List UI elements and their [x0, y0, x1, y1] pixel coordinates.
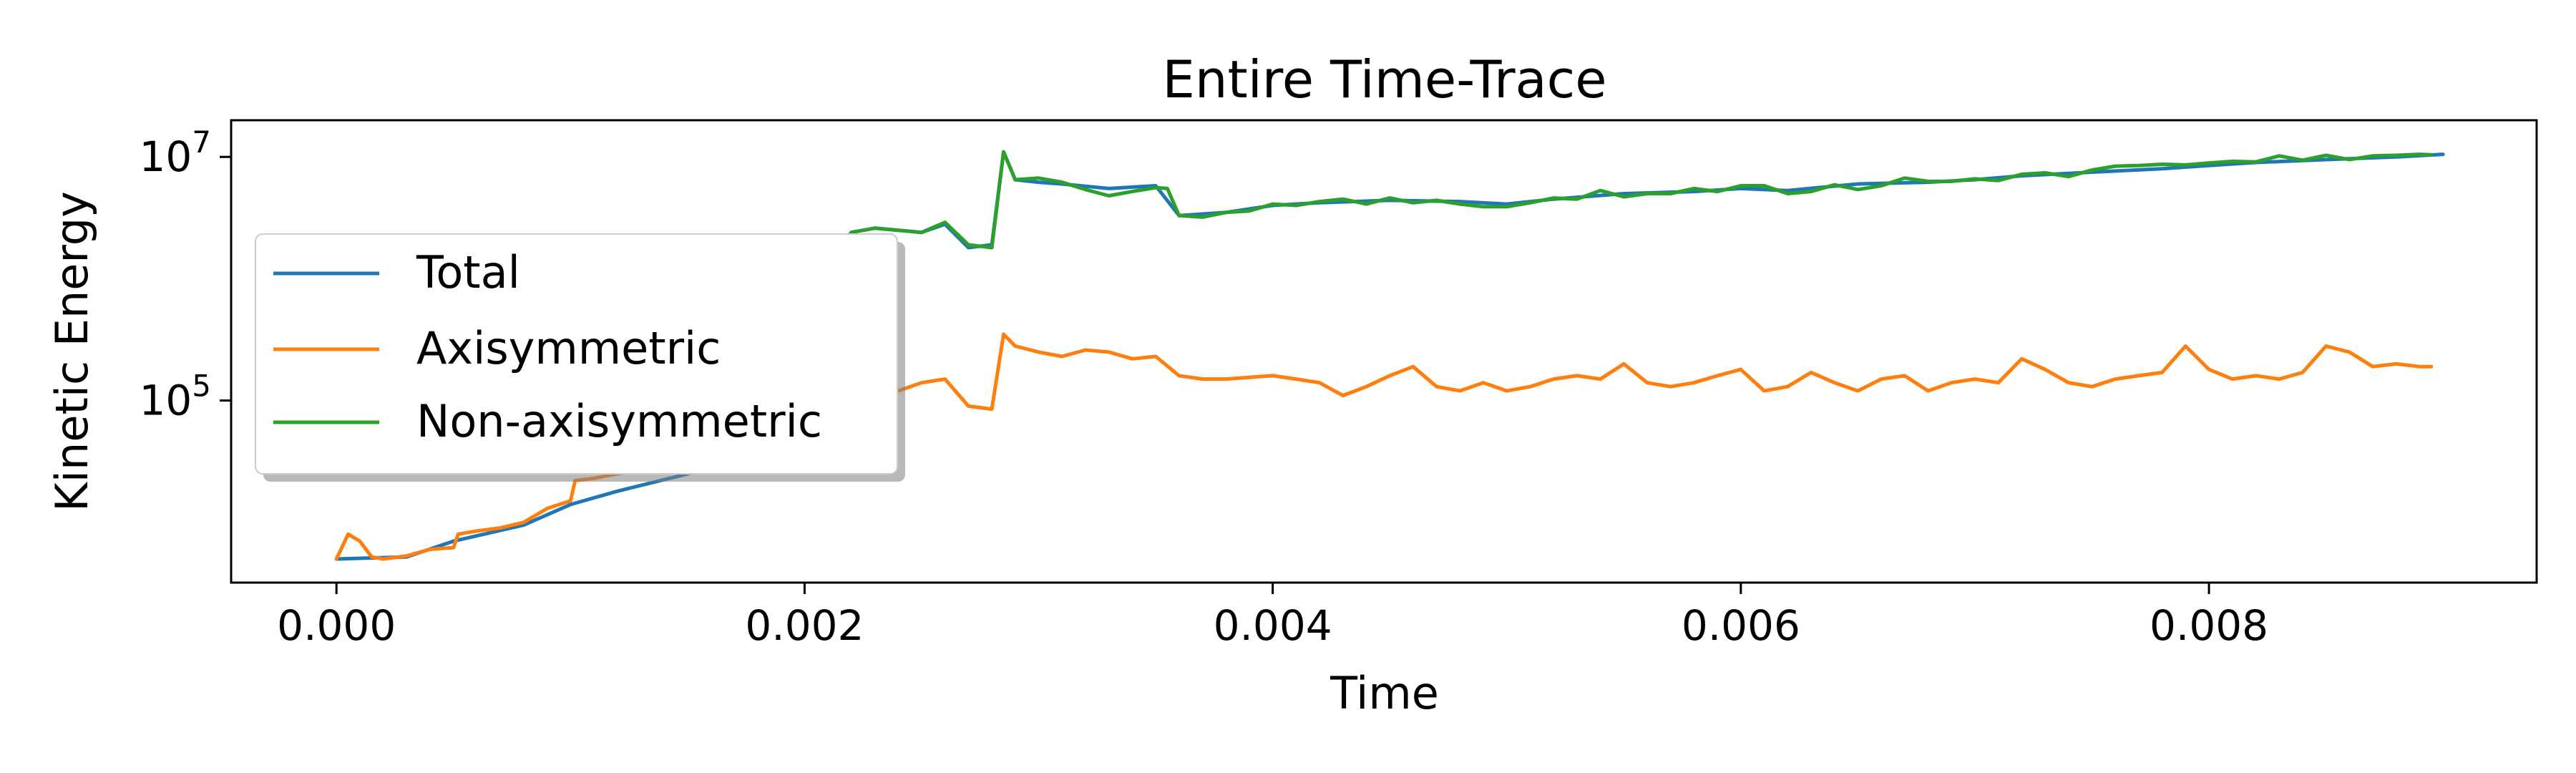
x-tick-label: 0.004 — [1214, 601, 1332, 650]
chart-title: Entire Time-Trace — [1162, 49, 1606, 110]
y-axis: 105 107 — [139, 125, 231, 425]
y-tick-label: 107 — [139, 125, 211, 181]
x-tick-label: 0.002 — [745, 601, 864, 650]
plot-frame — [230, 119, 2538, 584]
x-tick-label: 0.008 — [2150, 601, 2268, 650]
x-tick-label: 0.000 — [277, 601, 396, 650]
y-axis-label: Kinetic Energy — [46, 191, 98, 512]
legend-label-axisymmetric: Axisymmetric — [416, 322, 721, 374]
x-tick-label: 0.006 — [1682, 601, 1800, 650]
legend-box — [255, 233, 898, 475]
y-tick-label: 105 — [139, 369, 211, 425]
legend-label-total: Total — [416, 246, 520, 298]
legend-label-non-axisymmetric: Non-axisymmetric — [416, 395, 822, 447]
x-axis: 0.000 0.002 0.004 0.006 0.008 — [277, 583, 2268, 650]
legend: Total Axisymmetric Non-axisymmetric — [255, 233, 905, 482]
x-axis-label: Time — [1330, 667, 1439, 719]
series-non-axisymmetric-line — [849, 150, 2434, 250]
